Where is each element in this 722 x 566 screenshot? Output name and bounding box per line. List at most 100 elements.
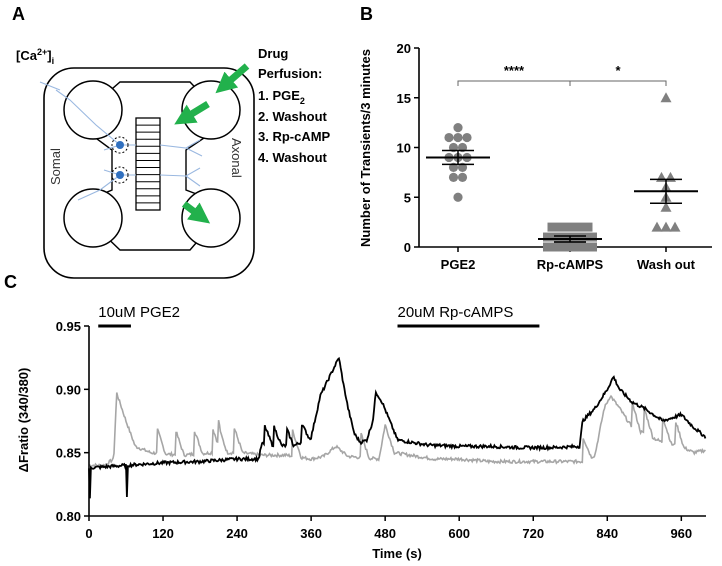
b-y-tick-label: 10 [397, 141, 411, 156]
b-point-wash-out [660, 92, 672, 103]
b-point-rp-camps [552, 232, 561, 242]
somal-label: Somal [48, 148, 63, 185]
b-significance: **** * [457, 63, 667, 86]
somal-well-bottom [63, 188, 123, 248]
c-x-tick-label: 240 [226, 526, 248, 541]
b-point-wash-out [669, 221, 681, 232]
b-point-pge2 [453, 132, 463, 143]
soma-ring-bottom [111, 166, 129, 184]
b-point-rp-camps [543, 242, 552, 252]
microgroove-block [135, 117, 161, 211]
b-sig-label: **** [504, 63, 525, 78]
b-y-ticks: 0 5 10 15 20 [397, 41, 419, 255]
perfusion-arrow-in [215, 63, 250, 94]
c-y-tick-label: 0.95 [56, 319, 81, 334]
calcium-label: [Ca2+]i [16, 47, 54, 66]
axonal-well-top [181, 80, 241, 140]
c-trace-grey [88, 392, 706, 469]
b-point-rp-camps [579, 232, 588, 242]
b-y-tick-label: 0 [404, 240, 411, 255]
b-point-rp-camps [583, 222, 593, 232]
b-point-wash-out [651, 221, 663, 232]
perfusion-arrow-out [181, 201, 211, 224]
b-x-category-label: Rp-cAMPS [537, 257, 604, 272]
b-point-rp-camps [579, 242, 588, 252]
c-treatment-label: 20uM Rp-cAMPS [398, 304, 514, 321]
c-x-tick-label: 720 [522, 526, 544, 541]
b-point-rp-camps [570, 232, 579, 242]
b-y-axis-label: Number of Transients/3 minutes [358, 49, 373, 247]
c-x-tick-label: 480 [374, 526, 396, 541]
b-sig-bracket [569, 80, 667, 86]
c-x-axis-label: Time (s) [372, 546, 422, 561]
b-point-pge2 [457, 172, 468, 182]
c-y-tick-label: 0.80 [56, 509, 81, 524]
b-point-rp-camps [561, 232, 570, 242]
drug-title-line2: Perfusion: [258, 66, 322, 81]
c-x-tick-label: 840 [596, 526, 618, 541]
c-x-tick-label: 0 [85, 526, 92, 541]
c-trace-black [88, 356, 707, 499]
b-point-pge2 [453, 192, 463, 202]
b-x-category-label: Wash out [637, 257, 696, 272]
b-point-rp-camps [552, 242, 561, 252]
b-point-rp-camps [547, 222, 557, 232]
b-sig-bracket [457, 80, 571, 86]
transients-scatter-chart: Number of Transients/3 minutes 05101520 … [358, 41, 712, 272]
panel-letter-a: A [12, 4, 25, 24]
soma-ring-top [111, 136, 129, 154]
b-y-tick-label: 5 [404, 190, 411, 205]
b-y-tick-label: 20 [397, 41, 411, 56]
c-x-tick-label: 960 [670, 526, 692, 541]
fratio-trace-chart: ΔFratio (340/380) Time (s) 10uM PGE2 20uM… [16, 304, 707, 561]
axonal-well-bottom [181, 188, 241, 248]
somal-well-top [63, 80, 123, 140]
soma-top [116, 141, 124, 149]
drug-step-1: 1. PGE2 [258, 88, 305, 106]
b-point-wash-out [660, 221, 672, 232]
b-x-category-label: PGE2 [441, 257, 476, 272]
device-outline [43, 67, 255, 279]
c-x-tick-label: 120 [152, 526, 174, 541]
axonal-label: Axonal [229, 138, 244, 178]
b-point-pge2 [462, 132, 472, 143]
b-point-wash-out [660, 201, 672, 212]
drug-step-2: 2. Washout [258, 109, 328, 124]
b-data-points [444, 92, 681, 252]
c-x-ticks: 0 120 240 360 480 600 720 840 960 [85, 516, 692, 541]
b-mean-sem-bars [426, 149, 698, 243]
panel-letter-b: B [360, 4, 373, 24]
perfusion-arrow-channel [174, 101, 210, 125]
drug-title-line1: Drug [258, 46, 288, 61]
b-point-rp-camps [570, 242, 579, 252]
microfluidic-device-diagram: Somal Axonal [Ca2+]i Drug Perfusion: 1. … [16, 46, 331, 279]
b-point-rp-camps [574, 222, 584, 232]
b-point-rp-camps [588, 242, 597, 252]
b-point-rp-camps [543, 232, 552, 242]
b-point-rp-camps [556, 222, 566, 232]
drug-step-4: 4. Washout [258, 150, 328, 165]
b-point-pge2 [444, 132, 454, 143]
b-point-pge2 [448, 172, 459, 182]
b-sig-label: * [615, 63, 621, 78]
c-y-tick-label: 0.90 [56, 382, 81, 397]
b-y-tick-label: 15 [397, 91, 411, 106]
drug-step-3: 3. Rp-cAMP [258, 129, 331, 144]
c-traces [88, 356, 707, 499]
microgroove-channels [136, 124, 160, 204]
b-point-pge2 [453, 123, 463, 133]
c-treatment-label: 10uM PGE2 [98, 304, 180, 321]
c-y-ticks: 0.80 0.85 0.90 0.95 [56, 319, 89, 524]
c-y-axis-label: ΔFratio (340/380) [16, 368, 31, 473]
c-x-tick-label: 360 [300, 526, 322, 541]
soma-bottom [116, 171, 124, 179]
c-treatment-bars: 10uM PGE2 20uM Rp-cAMPS [98, 304, 540, 328]
b-point-rp-camps [565, 222, 575, 232]
b-point-rp-camps [588, 232, 597, 242]
b-x-categories: PGE2 Rp-cAMPS Wash out [441, 247, 696, 272]
b-point-rp-camps [561, 242, 570, 252]
panel-letter-c: C [4, 272, 17, 292]
c-y-tick-label: 0.85 [56, 446, 81, 461]
c-x-tick-label: 600 [448, 526, 470, 541]
